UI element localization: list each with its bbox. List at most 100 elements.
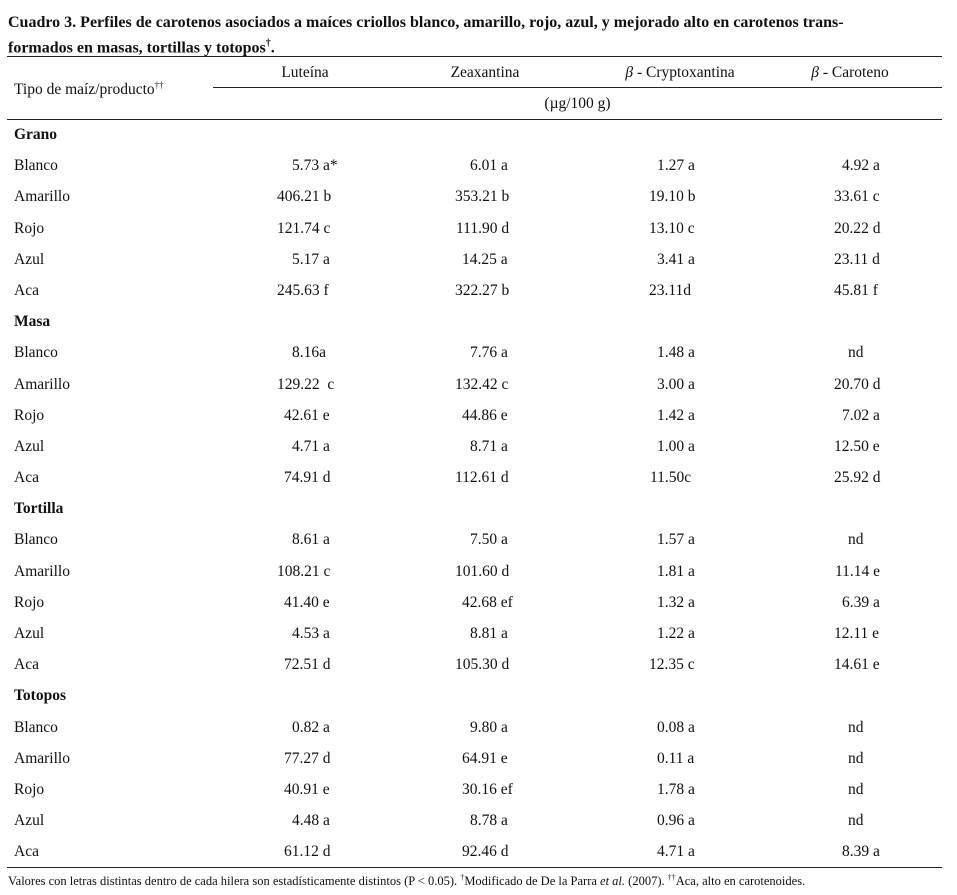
header-bottom-rule	[7, 119, 942, 120]
cell-luteina: 41.40 e	[284, 593, 330, 611]
cell-cryptoxantina: 1.32 a	[657, 593, 695, 611]
cell-luteina: 4.53 a	[292, 625, 330, 642]
table-row: Aca 74.91 d 112.61 d 11.50c 25.92 d	[0, 463, 957, 494]
row-label: Amarillo	[14, 562, 70, 580]
cell-luteina: 77.27 d	[284, 749, 331, 767]
table-top-rule	[7, 56, 942, 57]
caption-dagger: †	[265, 38, 271, 49]
cell-zeaxantina: 8.81 a	[470, 625, 508, 642]
section-label: Grano	[14, 126, 58, 143]
cell-caroteno: 12.50 e	[834, 437, 880, 455]
row-label: Blanco	[14, 157, 58, 175]
cell-zeaxantina: 44.86 e	[462, 406, 508, 424]
units-label: (µg/100 g)	[544, 95, 611, 112]
section-row: Totopos	[0, 681, 957, 712]
row-label: Aca	[14, 843, 39, 861]
cell-luteina: 42.61 e	[284, 406, 330, 424]
caption-line-2: formados en masas, tortillas y totopos†.	[8, 33, 948, 58]
footnote-dagger: †	[460, 873, 465, 882]
table-row: Azul 5.17 a 14.25 a 3.41 a 23.11 d	[0, 245, 957, 276]
cell-cryptoxantina: 1.57 a	[657, 531, 695, 549]
row-label: Blanco	[14, 531, 58, 549]
cell-luteina: 74.91 d	[284, 469, 331, 487]
cell-caroteno: 25.92 d	[834, 469, 881, 487]
column-header-zeaxantina: Zeaxantina	[450, 64, 520, 81]
cell-zeaxantina: 7.50 a	[470, 531, 508, 549]
cell-cryptoxantina: 4.71 a	[657, 843, 695, 861]
header-sub-rule	[213, 87, 942, 88]
cell-zeaxantina: 30.16 ef	[462, 780, 513, 798]
cell-caroteno: nd	[848, 749, 864, 767]
table-row: Amarillo 406.21 b 353.21 b 19.10 b 33.61 c	[0, 182, 957, 213]
cell-zeaxantina: 8.78 a	[470, 812, 508, 830]
table-row: Blanco 8.61 a 7.50 a 1.57 a nd	[0, 525, 957, 556]
cell-zeaxantina: 105.30 d	[455, 656, 510, 674]
cell-caroteno: nd	[848, 344, 864, 362]
table-caption: Cuadro 3. Perfiles de carotenos asociado…	[8, 12, 948, 58]
cell-cryptoxantina: 23.11d	[649, 281, 692, 299]
row-label: Aca	[14, 281, 39, 299]
cell-luteina: 61.12 d	[284, 843, 331, 861]
cell-caroteno: 6.39 a	[842, 593, 880, 611]
column-header-cryptoxantina-text: - Cryptoxantina	[633, 64, 735, 81]
cell-caroteno: nd	[848, 531, 864, 549]
cell-cryptoxantina: 0.11 a	[657, 749, 695, 767]
column-header-caroteno: β - Caroteno	[790, 64, 910, 82]
cell-zeaxantina: 42.68 ef	[462, 593, 513, 611]
cell-cryptoxantina: 1.42 a	[657, 406, 695, 424]
caption-period: .	[270, 39, 275, 57]
cell-cryptoxantina: 1.22 a	[657, 625, 695, 642]
cell-luteina: 72.51 d	[284, 656, 331, 674]
section-row: Tortilla	[0, 494, 957, 525]
row-label: Rojo	[14, 780, 45, 798]
table-row: Amarillo 77.27 d 64.91 e 0.11 a nd	[0, 744, 957, 775]
cell-caroteno: nd	[848, 812, 864, 830]
cell-caroteno: 8.39 a	[842, 843, 880, 861]
cell-luteina: 8.16a	[292, 344, 327, 362]
footnote-et-al: et al.	[600, 874, 626, 889]
cell-cryptoxantina: 19.10 b	[649, 188, 696, 206]
cell-cryptoxantina: 13.10 c	[649, 219, 695, 237]
section-row: Grano	[0, 120, 957, 151]
column-header-tipo-mark: ††	[154, 80, 164, 90]
row-label: Blanco	[14, 718, 58, 736]
table-row: Amarillo 129.22 c 132.42 c 3.00 a 20.70 d	[0, 370, 957, 401]
table-footnote: Valores con letras distintas dentro de c…	[8, 870, 953, 889]
cell-cryptoxantina: 1.78 a	[657, 780, 695, 798]
cell-caroteno: 23.11 d	[834, 250, 880, 268]
table-row: Azul 4.48 a 8.78 a 0.96 a nd	[0, 806, 957, 837]
cell-zeaxantina: 322.27 b	[455, 281, 510, 299]
table-row: Aca 72.51 d 105.30 d 12.35 c 14.61 e	[0, 650, 957, 681]
column-header-caroteno-text: - Caroteno	[819, 64, 889, 81]
cell-zeaxantina: 14.25 a	[462, 250, 508, 268]
cell-cryptoxantina: 1.27 a	[657, 157, 695, 175]
table-row: Rojo 42.61 e 44.86 e 1.42 a 7.02 a	[0, 401, 957, 432]
cell-caroteno: 20.70 d	[834, 375, 881, 393]
cell-caroteno: 11.14 e	[835, 562, 881, 580]
cell-cryptoxantina: 11.50c	[650, 469, 692, 487]
cell-luteina: 5.73 a*	[292, 157, 338, 175]
column-header-cryptoxantina: β - Cryptoxantina	[590, 64, 770, 82]
table-row: Aca 61.12 d 92.46 d 4.71 a 8.39 a	[0, 837, 957, 868]
row-label: Amarillo	[14, 375, 70, 393]
row-label: Azul	[14, 250, 45, 268]
row-label: Blanco	[14, 344, 58, 362]
footnote-part-1: Valores con letras distintas dentro de c…	[8, 874, 461, 889]
column-header-luteina: Luteína	[281, 64, 329, 81]
cell-luteina: 0.82 a	[292, 718, 330, 736]
cell-zeaxantina: 353.21 b	[455, 188, 510, 206]
row-label: Azul	[14, 437, 45, 455]
cell-zeaxantina: 6.01 a	[470, 157, 508, 175]
table-row: Blanco 5.73 a* 6.01 a 1.27 a 4.92 a	[0, 151, 957, 182]
cell-luteina: 8.61 a	[292, 531, 330, 549]
cell-caroteno: nd	[848, 718, 864, 736]
row-label: Rojo	[14, 593, 45, 611]
cell-zeaxantina: 101.60 d	[455, 562, 510, 580]
section-row: Masa	[0, 307, 957, 338]
footnote-double-dagger: ††	[667, 873, 676, 882]
cell-luteina: 4.71 a	[292, 437, 330, 455]
table-row: Blanco 0.82 a 9.80 a 0.08 a nd	[0, 713, 957, 744]
cell-caroteno: 14.61 e	[834, 656, 880, 674]
cell-luteina: 40.91 e	[284, 780, 330, 798]
table-row: Blanco 8.16a 7.76 a 1.48 a nd	[0, 338, 957, 369]
